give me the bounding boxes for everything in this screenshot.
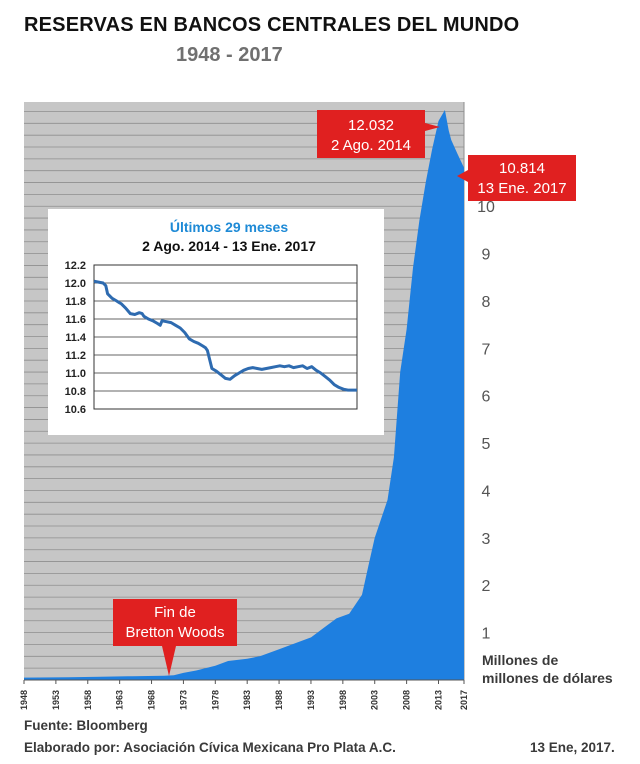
reserves-area	[24, 110, 464, 680]
main-y-tick-label: 9	[482, 247, 491, 264]
inset-y-tick-label: 11.6	[65, 314, 86, 326]
main-x-tick-label: 1978	[210, 690, 220, 710]
main-x-tick-label: 1988	[274, 690, 284, 710]
main-y-tick-label: 2	[482, 578, 491, 595]
bretton-callout-line1: Fin de	[154, 604, 196, 621]
main-y-tick-label: 4	[482, 483, 491, 500]
main-x-tick-label: 2013	[433, 690, 443, 710]
inset-series-line	[93, 279, 357, 392]
peak-callout: 12.032 2 Ago. 2014	[317, 110, 440, 158]
inset-subtitle: 2 Ago. 2014 - 13 Ene. 2017	[142, 238, 316, 254]
main-y-tick-label: 1	[482, 626, 491, 643]
inset-plot-border	[93, 264, 358, 410]
peak-callout-value: 12.032	[348, 117, 394, 134]
main-x-tick-label: 1998	[338, 690, 348, 710]
inset-title: Últimos 29 meses	[170, 218, 288, 235]
main-y-tick-label: 10	[477, 199, 495, 216]
main-x-tick-label: 1948	[19, 690, 29, 710]
inset-y-tick-label: 12.0	[65, 278, 86, 290]
inset-y-ticks: 10.6 10.8 11.0 11.2 11.4 11.6 11.8 12.0 12.2	[65, 260, 87, 416]
main-y-tick-label: 3	[482, 531, 491, 548]
source-note: Fuente: Bloomberg	[24, 718, 148, 733]
credit-note: Elaborado por: Asociación Cívica Mexican…	[24, 740, 396, 755]
peak-callout-box	[317, 110, 440, 158]
main-y-ticks: 1 2 3 4 5 6 7 8 9 10	[477, 199, 495, 642]
main-x-tick-label: 1983	[242, 690, 252, 710]
inset-y-tick-label: 10.6	[65, 404, 86, 416]
inset-chart: Últimos 29 meses 2 Ago. 2014 - 13 Ene. 2…	[48, 209, 384, 435]
date-note: 13 Ene, 2017.	[530, 740, 615, 755]
main-x-tick-label: 2017	[459, 690, 469, 710]
main-x-ticks: 1948 1953 1958 1963 1968 1973 1978 1983 1988 1993…	[19, 680, 469, 710]
inset-background	[48, 209, 384, 435]
y-axis-label-line2: millones de dólares	[482, 670, 613, 686]
inset-y-tick-label: 11.4	[65, 332, 87, 344]
main-y-tick-label: 7	[482, 341, 491, 358]
main-x-tick-label: 2003	[370, 690, 380, 710]
main-x-tick-label: 1958	[83, 690, 93, 710]
main-x-tick-label: 1973	[178, 690, 188, 710]
main-y-tick-label: 6	[482, 389, 491, 406]
inset-y-tick-label: 11.2	[65, 350, 86, 362]
last-callout-value: 10.814	[499, 160, 545, 177]
main-y-tick-label: 8	[482, 294, 491, 311]
main-x-tick-label: 1968	[147, 690, 157, 710]
inset-y-tick-label: 11.0	[65, 368, 86, 380]
peak-callout-date: 2 Ago. 2014	[331, 137, 411, 154]
bretton-callout: Fin de Bretton Woods	[113, 599, 237, 676]
chart-title: RESERVAS EN BANCOS CENTRALES DEL MUNDO	[24, 14, 520, 36]
main-x-tick-label: 2008	[402, 690, 412, 710]
bretton-callout-line2: Bretton Woods	[126, 624, 225, 641]
last-callout: 10.814 13 Ene. 2017	[457, 155, 576, 201]
inset-y-tick-label: 11.8	[65, 296, 86, 308]
main-y-tick-label: 5	[482, 436, 491, 453]
bretton-callout-box	[113, 599, 237, 676]
main-x-tick-label: 1953	[51, 690, 61, 710]
last-callout-box	[457, 155, 576, 201]
main-x-tick-label: 1963	[115, 690, 125, 710]
inset-y-tick-label: 12.2	[65, 260, 86, 272]
chart-subtitle: 1948 - 2017	[176, 44, 283, 66]
last-callout-date: 13 Ene. 2017	[477, 180, 566, 197]
inset-y-tick-label: 10.8	[65, 386, 86, 398]
y-axis-label-line1: Millones de	[482, 652, 558, 668]
main-x-tick-label: 1993	[306, 690, 316, 710]
